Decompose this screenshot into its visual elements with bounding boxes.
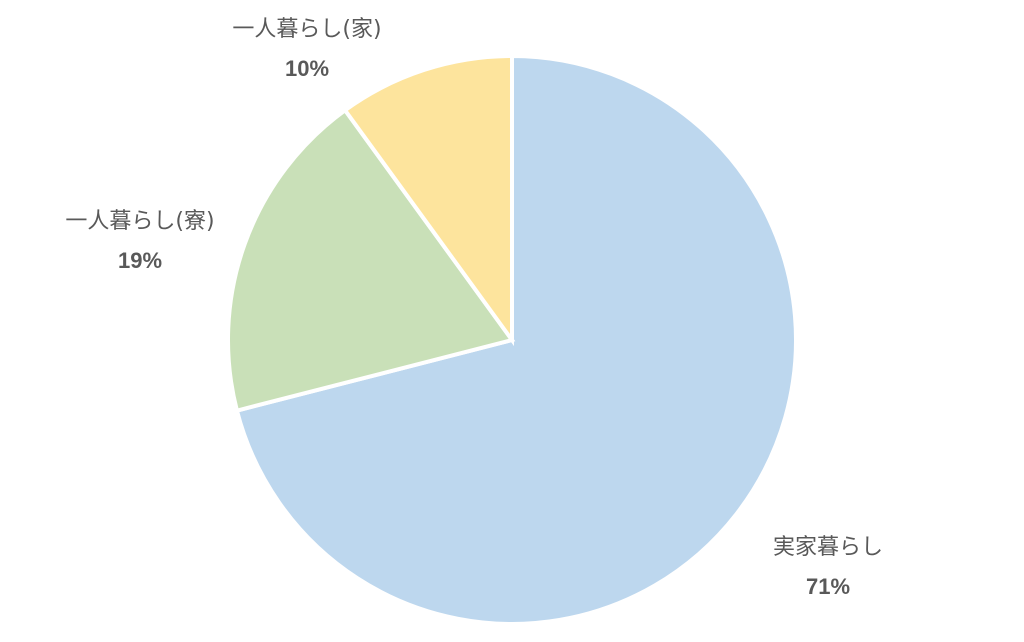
pie-slice (226, 107, 516, 414)
slice-label: 実家暮らし (773, 535, 883, 560)
slice-label: 一人暮らし(家) (232, 17, 381, 42)
pie-slice (342, 53, 514, 347)
slice-value-label: 19% (118, 248, 162, 273)
slice-value-label: 71% (806, 574, 850, 599)
slice-label: 一人暮らし(寮) (65, 209, 214, 234)
slice-value-label: 10% (285, 56, 329, 81)
pie-slice (234, 53, 798, 626)
